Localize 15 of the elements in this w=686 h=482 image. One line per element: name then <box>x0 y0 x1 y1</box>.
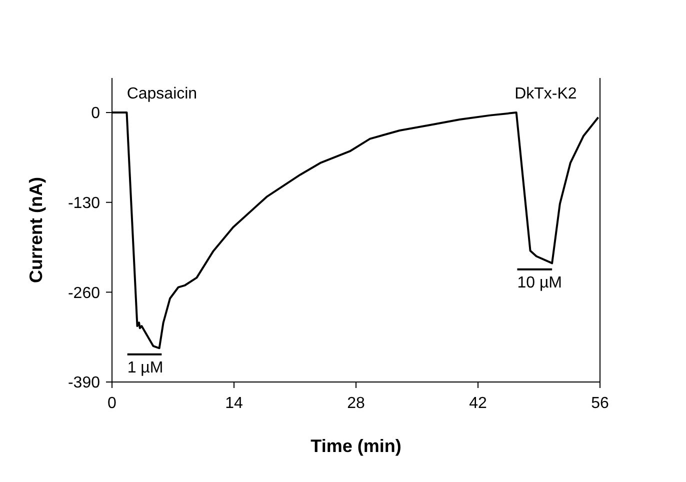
annotation: 1 µM <box>127 359 164 376</box>
x-tick-label: 0 <box>108 395 117 412</box>
y-tick-label: -260 <box>68 284 100 302</box>
x-tick-label: 28 <box>347 395 365 412</box>
annotation: DkTx-K2 <box>514 86 577 103</box>
y-axis-title: Current (nA) <box>26 177 46 283</box>
annotation: Capsaicin <box>126 86 198 103</box>
y-tick-label: -390 <box>68 374 100 392</box>
y-tick-label: -130 <box>68 194 100 212</box>
annotation: 10 µM <box>517 274 562 292</box>
x-tick-label: 56 <box>591 395 609 412</box>
x-tick-label: 42 <box>469 395 487 412</box>
x-tick-label: 14 <box>225 395 243 412</box>
y-tick-label: 0 <box>91 105 100 122</box>
x-axis-title: Time (min) <box>310 436 402 456</box>
